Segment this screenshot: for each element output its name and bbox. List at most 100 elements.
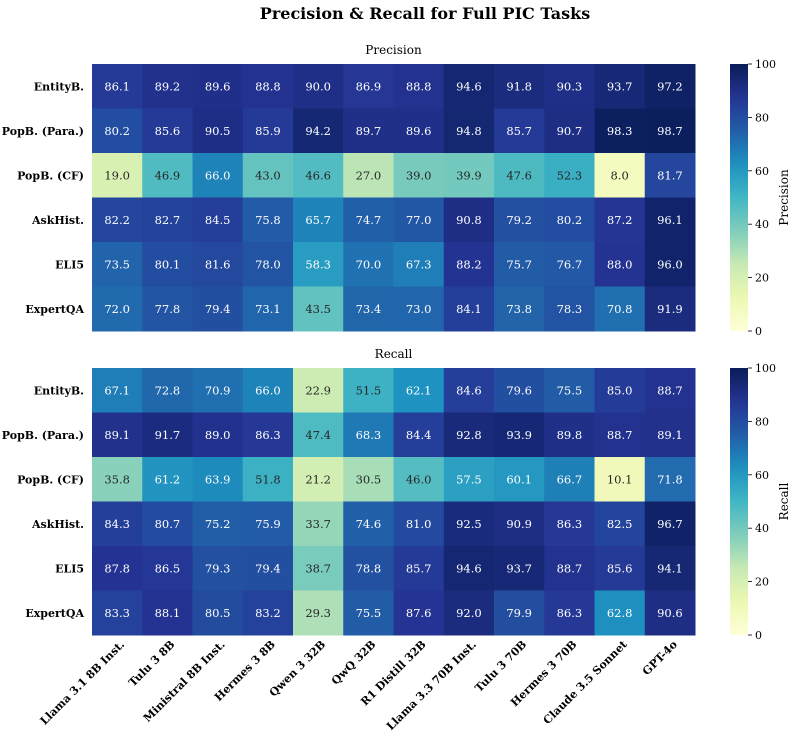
heatmap-cell bbox=[644, 412, 696, 458]
heatmap-cell bbox=[192, 197, 244, 243]
cell-value: 39.0 bbox=[406, 168, 432, 182]
cell-value: 88.7 bbox=[607, 428, 633, 442]
heatmap-cell bbox=[443, 501, 495, 547]
heatmap-cell bbox=[594, 368, 646, 413]
cell-value: 88.8 bbox=[255, 79, 281, 93]
heatmap-cell bbox=[494, 546, 545, 591]
heatmap-cell bbox=[594, 412, 646, 458]
heatmap-cell bbox=[92, 286, 143, 332]
heatmap-cell bbox=[142, 501, 193, 547]
cell-value: 87.8 bbox=[104, 561, 130, 575]
heatmap-cell bbox=[92, 368, 143, 413]
colorbar-tick-label: 40 bbox=[755, 218, 769, 231]
colorbar-tick-label: 20 bbox=[755, 272, 769, 285]
heatmap-cell bbox=[242, 197, 294, 243]
row-label: AskHist. bbox=[31, 214, 84, 227]
heatmap-cell bbox=[594, 153, 646, 198]
cell-value: 21.2 bbox=[305, 472, 331, 486]
heatmap-cell bbox=[92, 412, 143, 458]
heatmap-cell bbox=[594, 242, 646, 287]
heatmap-cell bbox=[594, 108, 646, 154]
row-label: ExpertQA bbox=[25, 607, 84, 620]
heatmap-cell bbox=[293, 368, 344, 413]
cell-value: 76.7 bbox=[557, 257, 583, 271]
heatmap-cell bbox=[293, 197, 344, 243]
heatmap-cell bbox=[494, 242, 545, 287]
cell-value: 86.1 bbox=[104, 79, 130, 93]
cell-value: 90.7 bbox=[557, 124, 583, 138]
cell-value: 83.3 bbox=[104, 606, 130, 620]
cell-value: 79.9 bbox=[506, 606, 532, 620]
cell-value: 74.7 bbox=[356, 213, 382, 227]
cell-value: 73.4 bbox=[356, 302, 382, 316]
cell-value: 86.5 bbox=[155, 561, 181, 575]
heatmap-cell bbox=[293, 108, 344, 154]
heatmap-cell bbox=[644, 368, 696, 413]
colorbar-label: Precision bbox=[777, 169, 791, 226]
cell-value: 78.0 bbox=[255, 257, 281, 271]
heatmap-cell bbox=[393, 108, 445, 154]
heatmap-cell bbox=[544, 457, 595, 502]
cell-value: 61.2 bbox=[155, 472, 181, 486]
heatmap-cell bbox=[594, 590, 646, 636]
cell-value: 66.7 bbox=[557, 472, 583, 486]
column-label: Tulu 3 8B bbox=[126, 638, 177, 689]
heatmap-cell bbox=[293, 412, 344, 458]
cell-value: 43.0 bbox=[255, 168, 281, 182]
cell-value: 87.2 bbox=[607, 213, 633, 227]
cell-value: 89.2 bbox=[155, 79, 181, 93]
cell-value: 96.7 bbox=[657, 517, 683, 531]
panel-title: Precision bbox=[365, 43, 422, 57]
cell-value: 84.6 bbox=[456, 383, 482, 397]
colorbar-tick-label: 20 bbox=[755, 576, 769, 589]
cell-value: 75.5 bbox=[356, 606, 382, 620]
cell-value: 91.9 bbox=[657, 302, 683, 316]
cell-value: 58.3 bbox=[305, 257, 331, 271]
cell-value: 63.9 bbox=[205, 472, 231, 486]
heatmap-cell bbox=[443, 546, 495, 591]
heatmap-cell bbox=[192, 153, 244, 198]
heatmap-cell bbox=[192, 546, 244, 591]
heatmap-cell bbox=[594, 546, 646, 591]
heatmap-cell bbox=[393, 590, 445, 636]
cell-value: 72.8 bbox=[155, 383, 181, 397]
cell-value: 27.0 bbox=[356, 168, 382, 182]
colorbar-tick-label: 60 bbox=[755, 165, 769, 178]
cell-value: 30.5 bbox=[356, 472, 382, 486]
cell-value: 72.0 bbox=[104, 302, 130, 316]
cell-value: 75.7 bbox=[506, 257, 532, 271]
cell-value: 81.0 bbox=[406, 517, 432, 531]
cell-value: 73.1 bbox=[255, 302, 281, 316]
heatmap-cell bbox=[494, 64, 545, 109]
heatmap-cell bbox=[343, 546, 394, 591]
cell-value: 73.8 bbox=[506, 302, 532, 316]
row-label: PopB. (Para.) bbox=[2, 125, 84, 138]
cell-value: 67.3 bbox=[406, 257, 432, 271]
heatmap-cell bbox=[192, 368, 244, 413]
heatmap-cell bbox=[142, 64, 193, 109]
cell-value: 71.8 bbox=[657, 472, 683, 486]
cell-value: 79.4 bbox=[205, 302, 231, 316]
heatmap-cell bbox=[293, 64, 344, 109]
row-label: PopB. (CF) bbox=[17, 169, 84, 182]
heatmap-cell bbox=[343, 501, 394, 547]
heatmap-cell bbox=[293, 242, 344, 287]
row-label: PopB. (Para.) bbox=[2, 429, 84, 442]
cell-value: 94.6 bbox=[456, 79, 482, 93]
heatmap-cell bbox=[443, 64, 495, 109]
heatmap-cell bbox=[343, 368, 394, 413]
cell-value: 66.0 bbox=[255, 383, 281, 397]
heatmap-cell bbox=[393, 368, 445, 413]
heatmap-cell bbox=[192, 590, 244, 636]
heatmap-cell bbox=[393, 64, 445, 109]
heatmap-cell bbox=[494, 286, 545, 332]
colorbar: 0 20 40 60 80 100 Precision bbox=[730, 58, 791, 338]
cell-value: 88.7 bbox=[557, 561, 583, 575]
cell-value: 92.8 bbox=[456, 428, 482, 442]
cell-value: 80.1 bbox=[155, 257, 181, 271]
heatmap-cell bbox=[594, 64, 646, 109]
cell-value: 83.2 bbox=[255, 606, 281, 620]
cell-value: 79.4 bbox=[255, 561, 281, 575]
cell-value: 88.2 bbox=[456, 257, 482, 271]
colorbar-tick-label: 80 bbox=[755, 415, 769, 428]
